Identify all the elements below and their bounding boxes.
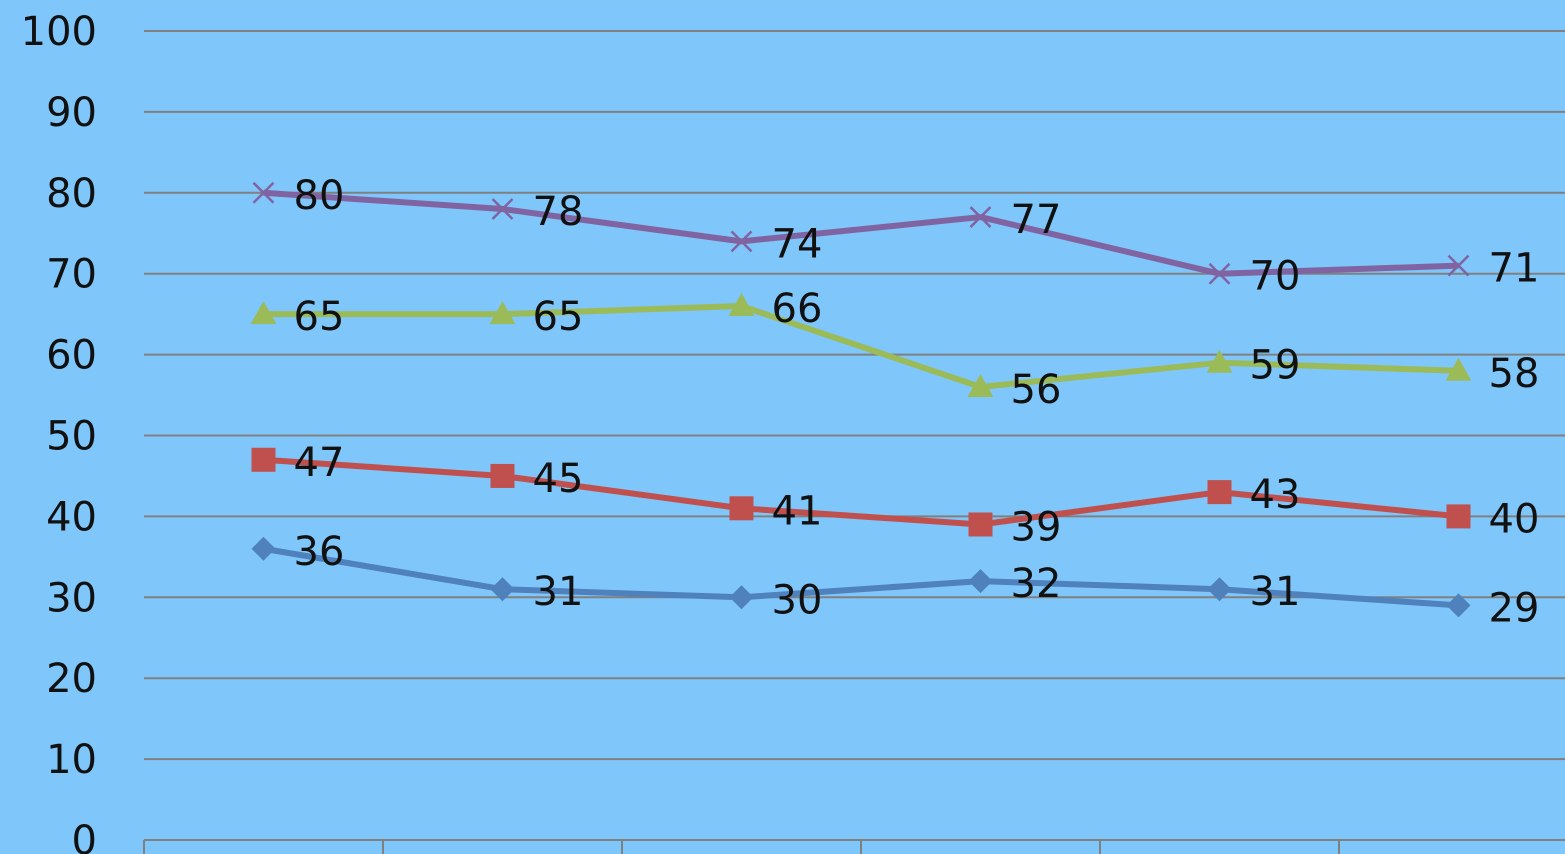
data-label: 66 (772, 286, 823, 332)
y-tick-label: 10 (46, 737, 97, 783)
series-line (262, 545, 1459, 609)
data-label: 70 (1250, 254, 1301, 300)
diamond-marker (729, 585, 754, 610)
data-label: 56 (1011, 367, 1062, 413)
y-tick-label: 30 (46, 575, 97, 621)
data-label: 36 (294, 529, 345, 575)
x-marker (252, 181, 275, 204)
gridlines (144, 30, 1565, 841)
data-label: 43 (1250, 472, 1301, 518)
data-label: 58 (1489, 351, 1540, 397)
y-tick-label: 70 (46, 252, 97, 298)
triangle-marker (967, 373, 994, 397)
data-label: 71 (1489, 246, 1540, 292)
data-label: 29 (1489, 585, 1540, 631)
y-tick-label: 20 (46, 656, 97, 702)
y-tick-label: 50 (46, 414, 97, 460)
triangle-marker (250, 301, 277, 325)
data-label: 80 (294, 173, 345, 219)
triangle-marker (489, 301, 516, 325)
square-marker (1446, 504, 1471, 529)
triangle-marker (1445, 357, 1472, 381)
x-marker (491, 198, 514, 220)
series-group (250, 181, 1472, 618)
diamond-marker (1446, 593, 1471, 618)
triangle-marker (1206, 349, 1233, 373)
data-label: 45 (533, 456, 584, 502)
data-labels: 36 31 30 32 31 29 47 45 41 39 43 40 65 65 66 56 59 58 80 78… (294, 173, 1540, 632)
diamond-marker (968, 569, 993, 594)
y-tick-label: 80 (46, 171, 97, 217)
x-marker (730, 230, 753, 253)
data-label: 30 (772, 577, 823, 623)
data-label: 65 (294, 294, 345, 340)
square-marker (729, 496, 754, 521)
diamond-marker (251, 536, 276, 561)
data-label: 31 (533, 569, 584, 615)
data-label: 39 (1011, 504, 1062, 550)
data-label: 74 (772, 221, 823, 267)
data-label: 40 (1489, 496, 1540, 542)
x-axis (143, 840, 1340, 854)
data-label: 31 (1250, 569, 1301, 615)
diamond-marker (490, 577, 515, 602)
y-tick-label: 100 (21, 9, 97, 55)
y-tick-label: 60 (46, 333, 97, 379)
y-tick-label: 40 (46, 494, 97, 540)
x-marker (1447, 254, 1470, 277)
square-marker (251, 447, 276, 472)
data-label: 32 (1011, 561, 1062, 607)
data-label: 59 (1250, 343, 1301, 389)
data-label: 65 (533, 294, 584, 340)
square-marker (490, 463, 515, 488)
data-label: 41 (772, 488, 823, 534)
square-marker (968, 512, 993, 537)
y-tick-label: 0 (72, 818, 97, 854)
x-marker (1208, 262, 1231, 285)
data-label: 78 (533, 189, 584, 235)
series-line (263, 189, 1459, 277)
triangle-marker (728, 293, 755, 317)
data-label: 47 (294, 440, 345, 486)
series-line (263, 303, 1459, 390)
y-axis: 0 10 20 30 40 50 60 70 80 90 100 (21, 9, 97, 854)
data-label: 77 (1011, 197, 1062, 243)
series-line (263, 456, 1459, 528)
y-tick-label: 90 (46, 90, 97, 136)
square-marker (1207, 480, 1232, 505)
diamond-marker (1207, 577, 1232, 602)
x-marker (969, 206, 992, 228)
